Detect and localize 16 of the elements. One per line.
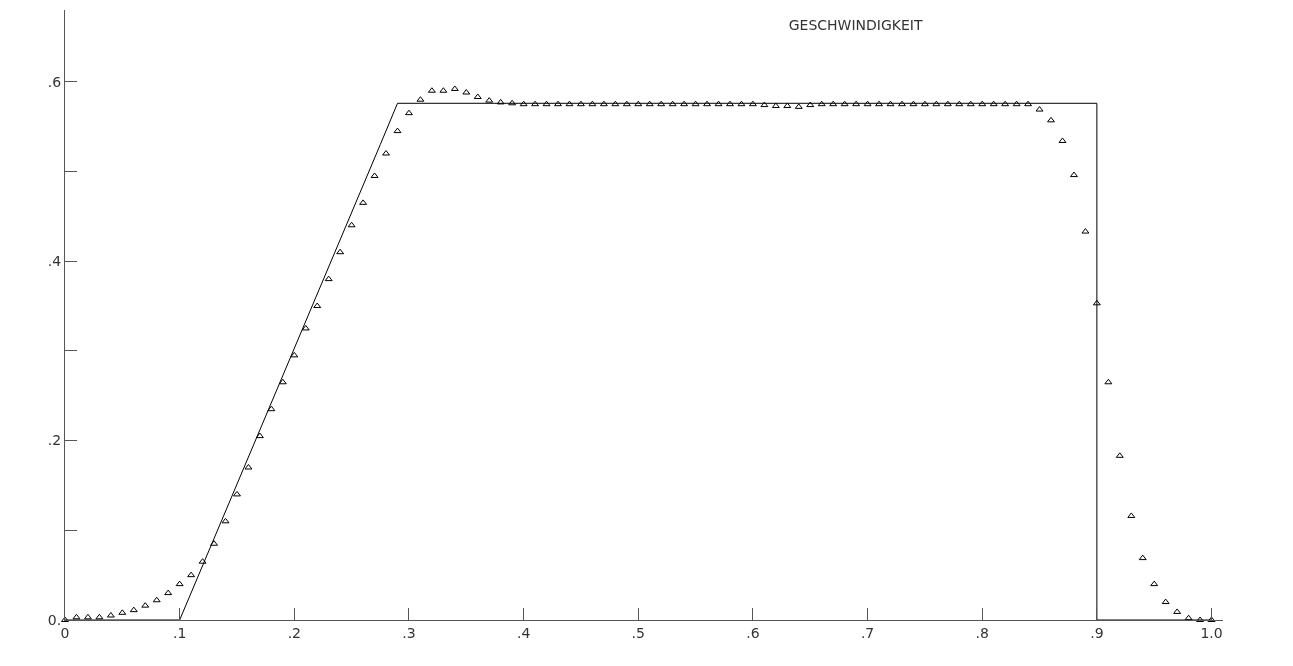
x-tick-label: .4 (516, 624, 531, 641)
x-tick-label: 0 (60, 624, 70, 641)
x-tick-label: .2 (287, 624, 301, 641)
y-tick-label: .4 (47, 253, 62, 270)
x-tick-label: .9 (1090, 624, 1104, 641)
x-tick-label: .7 (860, 624, 875, 641)
x-tick-label: .3 (402, 624, 416, 641)
y-tick-label: .2 (47, 432, 62, 449)
x-tick-label: .8 (975, 624, 989, 641)
x-tick-label: 1.0 (1200, 624, 1223, 641)
y-tick-label: 0. (47, 611, 62, 628)
text: GESCHWINDIGKEIT (788, 17, 923, 34)
x-tick-label: .5 (631, 624, 645, 641)
x-tick-label: .1 (172, 624, 187, 641)
x-tick-label: .6 (746, 624, 760, 641)
y-tick-label: .6 (47, 73, 62, 90)
